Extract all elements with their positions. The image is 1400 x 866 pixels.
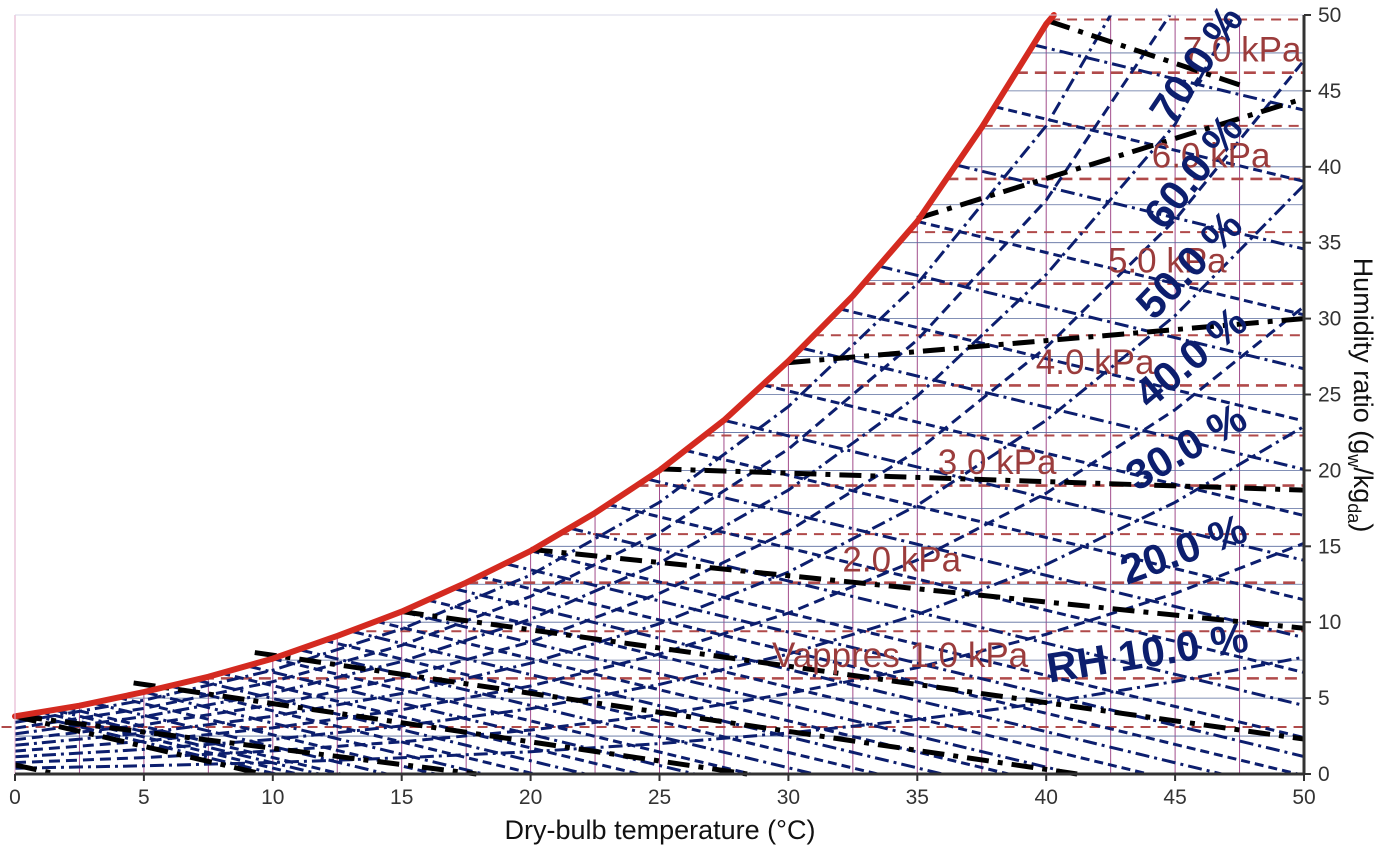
y-tick-label: 45 bbox=[1318, 80, 1341, 103]
x-tick-label: 25 bbox=[648, 786, 671, 809]
relative-humidity-line bbox=[14, 14, 1172, 730]
wet-bulb-lines bbox=[27, 43, 1304, 774]
wet-bulb-line bbox=[839, 307, 1304, 774]
enthalpy-line bbox=[1047, 18, 1241, 88]
enthalpy-line bbox=[401, 609, 1305, 742]
enthalpy-line bbox=[788, 316, 1305, 366]
wet-bulb-line bbox=[324, 638, 879, 774]
wet-bulb-line bbox=[298, 648, 815, 774]
y-axis-title: Humidity ratio (gw/kgda) bbox=[1344, 258, 1378, 533]
vapour-pressure-label: 2.0 kPa bbox=[842, 540, 961, 579]
x-tick-label: 40 bbox=[1035, 786, 1058, 809]
wet-bulb-line bbox=[246, 664, 696, 774]
y-tick-label: 25 bbox=[1318, 384, 1341, 407]
wet-bulb-line bbox=[684, 448, 1304, 774]
wet-bulb-line bbox=[916, 219, 1304, 774]
relative-humidity-line bbox=[14, 14, 1236, 736]
vapour-pressure-label: 6.0 kPa bbox=[1152, 137, 1271, 176]
wet-bulb-line bbox=[349, 629, 943, 774]
enthalpy-line bbox=[530, 546, 1305, 631]
y-axis-title-end: ) bbox=[1348, 523, 1378, 532]
y-axis-title-main: Humidity ratio (g bbox=[1348, 258, 1378, 455]
x-tick-label: 5 bbox=[138, 786, 150, 809]
enthalpy-line bbox=[254, 650, 1078, 777]
relative-humidity-label: 30.0 % bbox=[1118, 393, 1255, 499]
relative-humidity-line bbox=[14, 305, 1305, 753]
wet-bulb-line bbox=[401, 610, 1075, 774]
y-tick-label: 0 bbox=[1318, 763, 1330, 786]
y-tick-label: 30 bbox=[1318, 308, 1341, 331]
y-axis-title-sub-da: da bbox=[1344, 503, 1364, 524]
x-tick-label: 0 bbox=[9, 786, 21, 809]
wet-bulb-line bbox=[375, 619, 1009, 774]
wet-bulb-line bbox=[53, 708, 320, 774]
wet-bulb-line bbox=[91, 701, 387, 774]
vapour-pressure-label: 4.0 kPa bbox=[1036, 343, 1155, 382]
x-tick-label: 20 bbox=[519, 786, 542, 809]
y-tick-label: 15 bbox=[1318, 535, 1341, 558]
x-axis-title: Dry-bulb temperature (°C) bbox=[505, 815, 816, 845]
enthalpy-line bbox=[19, 713, 477, 777]
x-tick-label: 15 bbox=[390, 786, 413, 809]
relative-humidity-line bbox=[14, 183, 1306, 747]
vapour-pressure-label: Vappres 1.0 kPa bbox=[772, 636, 1029, 675]
wet-bulb-line bbox=[452, 587, 1222, 774]
enthalpy-lines bbox=[14, 18, 1305, 777]
y-tick-label: 5 bbox=[1318, 687, 1330, 710]
enthalpy-line bbox=[14, 762, 57, 777]
y-axis-title-sub-w: w bbox=[1344, 453, 1364, 468]
relative-humidity-line bbox=[14, 14, 1112, 724]
x-tick-label: 45 bbox=[1163, 786, 1186, 809]
y-tick-label: 10 bbox=[1318, 611, 1341, 634]
x-tick-label: 10 bbox=[261, 786, 284, 809]
y-tick-label: 40 bbox=[1318, 156, 1341, 179]
wet-bulb-line bbox=[27, 712, 276, 774]
enthalpy-line bbox=[133, 680, 748, 777]
y-tick-label: 35 bbox=[1318, 232, 1341, 255]
vapour-pressure-labels: Vappres 1.0 kPa 2.0 kPa 3.0 kPa 4.0 kPa 5.0 … bbox=[772, 30, 1302, 675]
wet-bulb-line bbox=[427, 598, 1149, 774]
relative-humidity-line bbox=[14, 425, 1305, 759]
saturation-curve bbox=[12, 12, 1057, 720]
relative-humidity-line bbox=[14, 59, 1306, 742]
wet-bulb-line bbox=[143, 690, 484, 774]
saturation-curve-group bbox=[12, 12, 1057, 720]
wet-bulb-line bbox=[646, 477, 1304, 774]
vapour-pressure-label: 5.0 kPa bbox=[1108, 241, 1227, 280]
wet-bulb-line bbox=[878, 264, 1304, 774]
y-axis-title-mid: /kg bbox=[1348, 467, 1378, 503]
relative-humidity-label: 20.0 % bbox=[1114, 505, 1253, 594]
wet-bulb-line bbox=[607, 502, 1304, 774]
enthalpy-line bbox=[659, 466, 1305, 493]
y-tick-label: 20 bbox=[1318, 459, 1341, 482]
vapour-pressure-label: 7.0 kPa bbox=[1183, 30, 1302, 69]
enthalpy-line bbox=[14, 713, 264, 777]
x-tick-label: 35 bbox=[906, 786, 929, 809]
wet-bulb-line bbox=[272, 657, 752, 774]
wet-bulb-line bbox=[568, 526, 1304, 774]
vapour-pressure-label: 3.0 kPa bbox=[938, 443, 1057, 482]
y-tick-label: 50 bbox=[1318, 4, 1341, 27]
x-tick-label: 50 bbox=[1292, 786, 1315, 809]
x-tick-label: 30 bbox=[777, 786, 800, 809]
wet-bulb-line bbox=[800, 346, 1304, 774]
wet-bulb-line bbox=[723, 418, 1304, 774]
